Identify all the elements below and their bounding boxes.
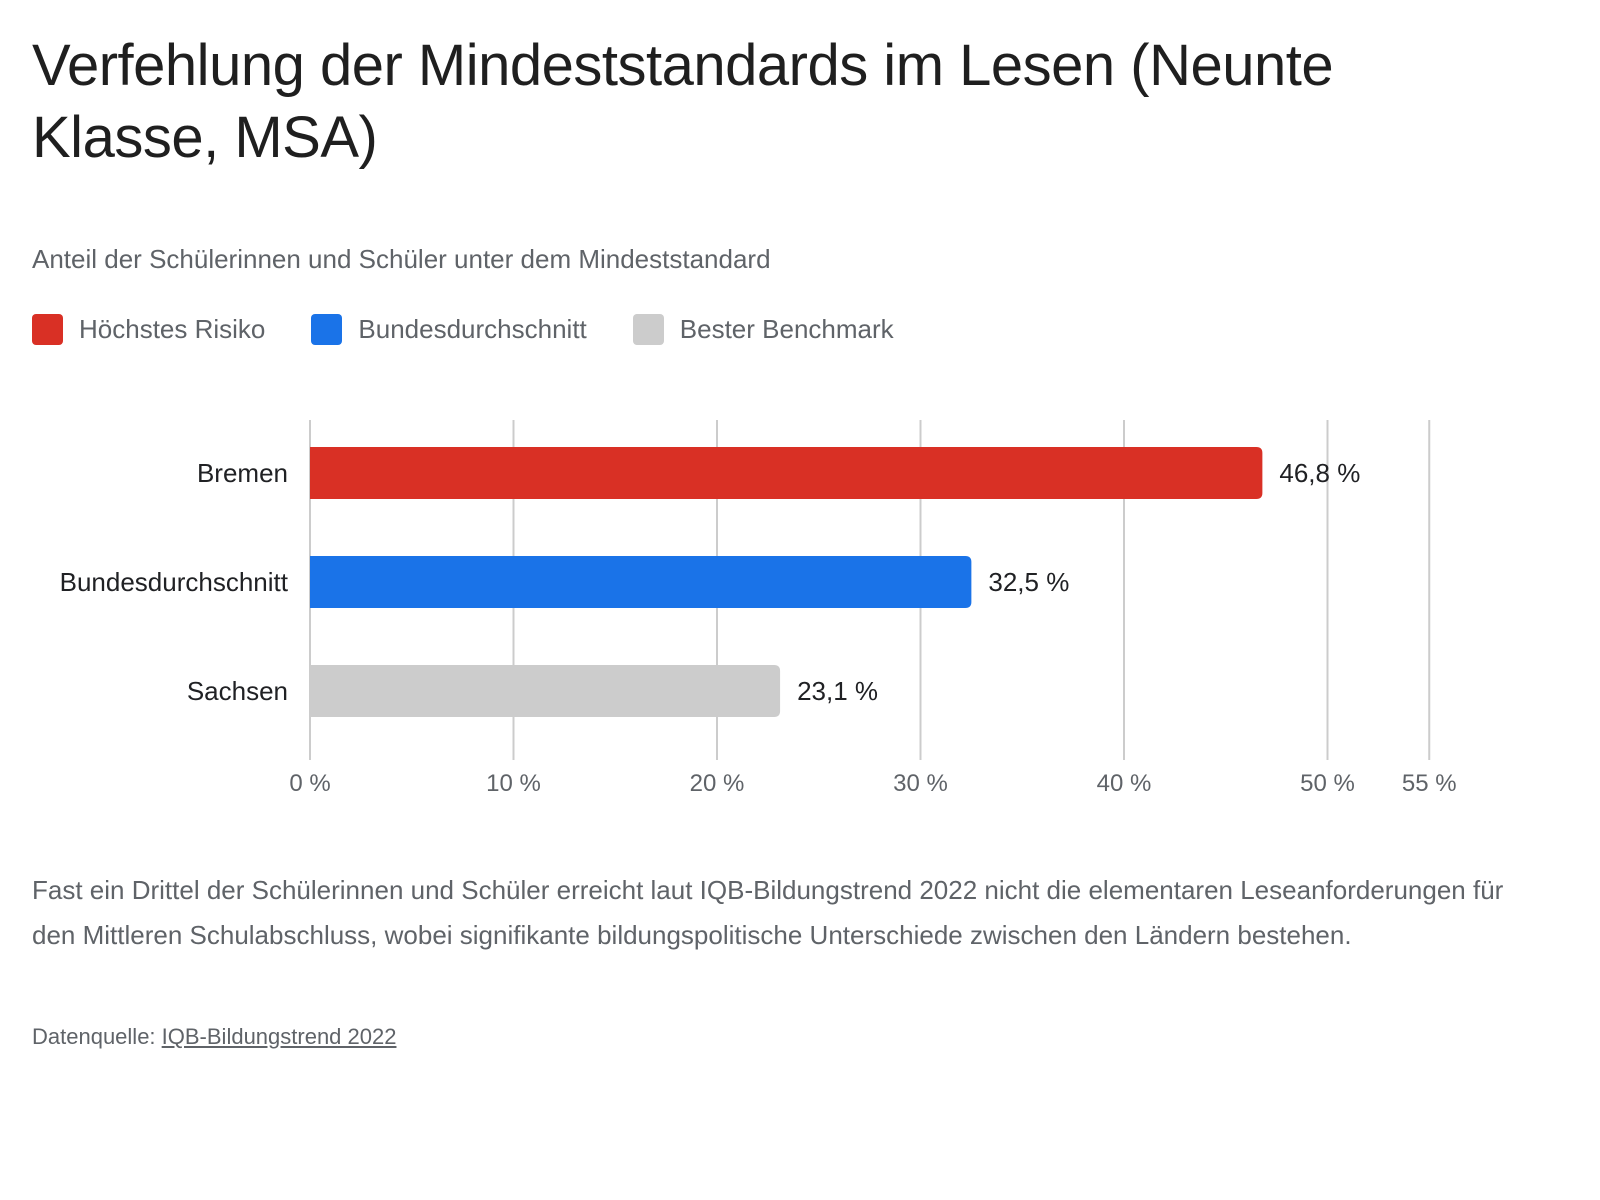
data-source: Datenquelle: IQB-Bildungstrend 2022 [32, 1024, 396, 1050]
legend-item-highest-risk: Höchstes Risiko [32, 314, 265, 345]
chart-description: Fast ein Drittel der Schülerinnen und Sc… [32, 875, 1504, 950]
value-labels: 46,8 % 32,5 % 23,1 % [797, 458, 1360, 706]
legend-item-best-benchmark: Bester Benchmark [632, 314, 894, 345]
category-labels: Bremen Bundesdurchschnitt Sachsen [60, 458, 289, 706]
legend-label: Bundesdurchschnitt [358, 314, 587, 344]
legend-swatch-blue [311, 314, 343, 345]
legend-swatch-red [32, 314, 63, 345]
source-prefix: Datenquelle: [32, 1024, 162, 1049]
bar [310, 447, 1263, 499]
bar [310, 665, 781, 717]
chart-title: Verfehlung der Mindeststandards im Lesen… [32, 33, 1334, 170]
x-tick-label: 0 % [289, 770, 330, 797]
x-tick-label: 10 % [486, 770, 541, 797]
value-label: 23,1 % [797, 676, 878, 706]
legend-swatch-grey [632, 314, 664, 345]
bar-chart: Bremen Bundesdurchschnitt Sachsen 46,8 % 32… [60, 420, 1457, 797]
bars [310, 447, 1263, 717]
legend-label: Höchstes Risiko [79, 314, 266, 344]
source-link[interactable]: IQB-Bildungstrend 2022 [161, 1024, 397, 1049]
x-tick-labels: 0 % 10 % 20 % 30 % 40 % 50 % 55 % [289, 770, 1456, 797]
legend: Höchstes Risiko Bundesdurchschnitt Beste… [32, 314, 940, 345]
value-label: 46,8 % [1279, 458, 1360, 488]
x-tick-label: 55 % [1402, 770, 1457, 797]
x-tick-label: 20 % [690, 770, 745, 797]
value-label: 32,5 % [988, 567, 1069, 597]
category-label: Bremen [197, 458, 288, 488]
legend-item-federal-average: Bundesdurchschnitt [311, 314, 587, 345]
category-label: Bundesdurchschnitt [60, 567, 289, 597]
legend-label: Bester Benchmark [679, 314, 894, 344]
x-tick-label: 50 % [1300, 770, 1355, 797]
x-tick-label: 40 % [1097, 770, 1152, 797]
bar [310, 556, 972, 608]
x-tick-label: 30 % [893, 770, 948, 797]
chart-subtitle: Anteil der Schülerinnen und Schüler unte… [32, 244, 771, 274]
category-label: Sachsen [187, 676, 288, 706]
